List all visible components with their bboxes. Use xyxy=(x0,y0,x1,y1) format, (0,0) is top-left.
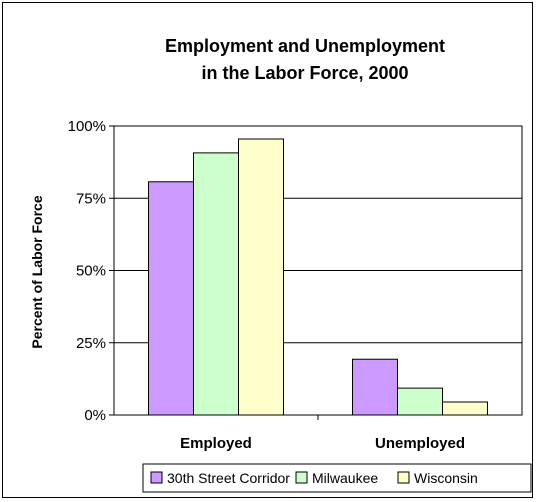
legend-box xyxy=(142,463,532,493)
legend: 30th Street Corridor Milwaukee Wisconsin xyxy=(142,463,532,493)
bar xyxy=(148,181,194,416)
bar xyxy=(238,138,284,416)
y-tick-label: 100% xyxy=(68,118,106,135)
y-tick-label: 25% xyxy=(76,335,106,352)
chart-title-line-2: in the Labor Force, 2000 xyxy=(201,63,408,83)
x-category-label: Employed xyxy=(180,435,252,452)
axes: 0% 25% 50% 75% 100% Employed Unemployed xyxy=(68,118,523,452)
bars xyxy=(148,138,488,416)
y-tick-label: 0% xyxy=(84,407,106,424)
bar xyxy=(352,358,398,416)
legend-label: 30th Street Corridor xyxy=(167,470,290,486)
y-tick-label: 50% xyxy=(76,263,106,280)
legend-swatch xyxy=(295,471,308,484)
x-category-label: Unemployed xyxy=(375,435,465,452)
legend-label: Wisconsin xyxy=(414,470,478,486)
y-axis-label: Percent of Labor Force xyxy=(29,195,45,348)
bar xyxy=(397,387,443,416)
y-tick-label: 75% xyxy=(76,190,106,207)
bar xyxy=(193,152,239,416)
legend-swatch xyxy=(397,471,410,484)
bar xyxy=(442,401,488,416)
chart-title-line-1: Employment and Unemployment xyxy=(165,36,445,56)
legend-swatch xyxy=(150,471,163,484)
legend-label: Milwaukee xyxy=(312,470,378,486)
